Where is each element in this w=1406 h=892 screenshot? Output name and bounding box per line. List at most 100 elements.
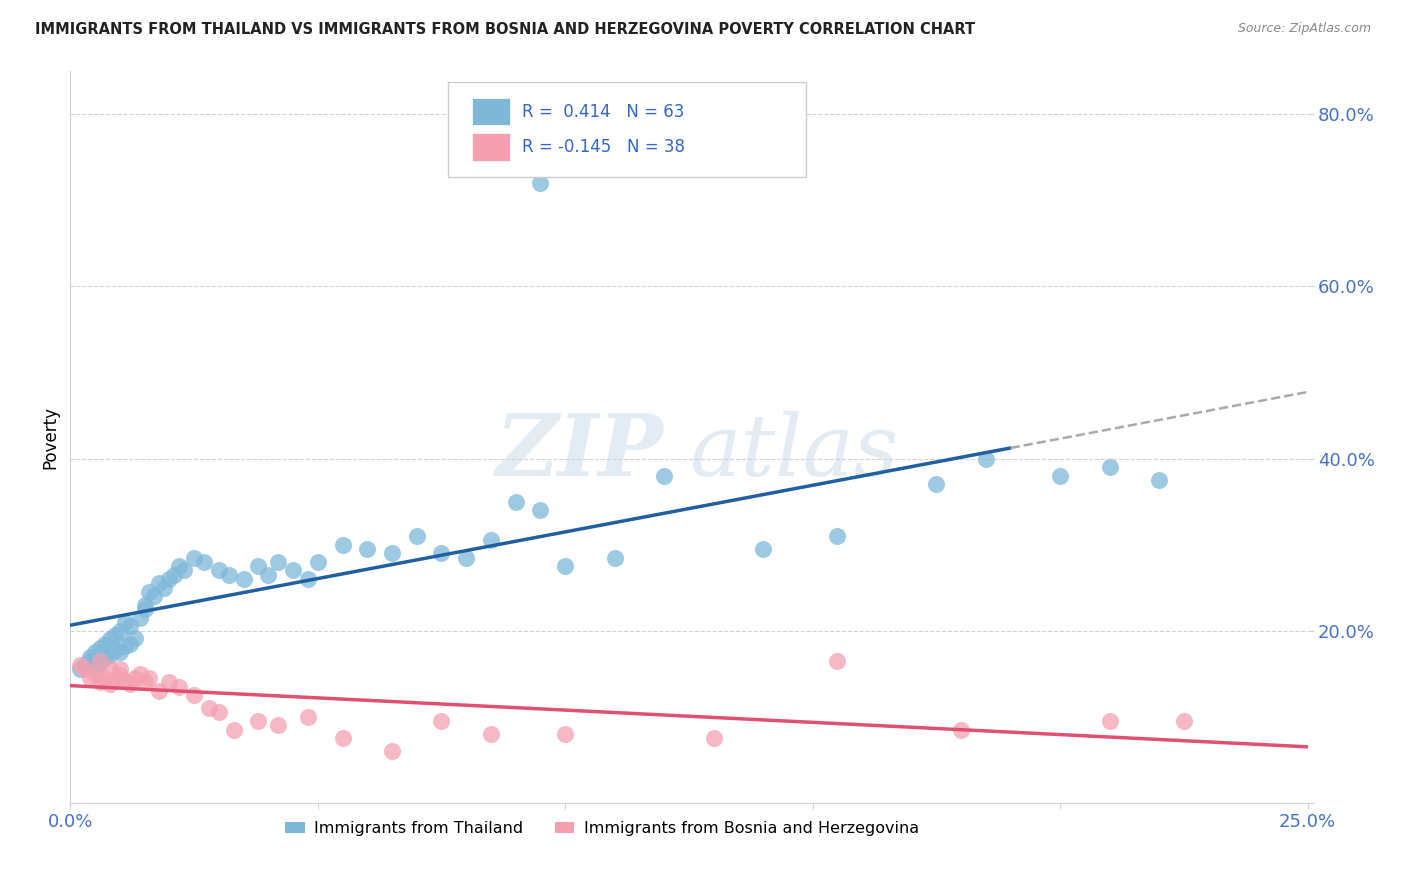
Point (118, 677, 141, 691)
Point (84, 645, 107, 659)
Point (173, 564, 195, 578)
Point (332, 538, 354, 552)
Point (356, 541, 378, 556)
Point (134, 675, 156, 690)
Point (134, 598, 156, 612)
Point (529, 176, 551, 190)
Point (79, 649, 101, 664)
Point (505, 494, 527, 508)
Point (153, 581, 176, 595)
Point (108, 645, 131, 659)
Point (143, 589, 166, 603)
Point (138, 585, 160, 599)
Point (148, 684, 170, 698)
Point (267, 718, 290, 732)
Point (104, 673, 127, 688)
Text: R =  0.414   N = 63: R = 0.414 N = 63 (522, 103, 685, 120)
Point (381, 546, 404, 560)
Point (950, 723, 973, 737)
Point (198, 701, 221, 715)
Text: ZIP: ZIP (496, 410, 664, 493)
Point (479, 727, 502, 741)
Point (94, 637, 117, 651)
Point (193, 555, 215, 569)
Point (94, 671, 117, 685)
Point (79, 671, 101, 685)
Bar (472, 98, 509, 126)
Point (124, 631, 146, 645)
Point (114, 673, 136, 688)
Point (297, 710, 319, 724)
Point (297, 572, 319, 586)
FancyBboxPatch shape (447, 82, 807, 178)
Point (554, 727, 576, 741)
Point (183, 550, 205, 565)
Bar (472, 133, 509, 161)
Point (703, 731, 725, 746)
Point (208, 706, 231, 720)
Point (79, 654, 101, 668)
Point (89, 657, 111, 671)
Point (247, 714, 270, 728)
Point (332, 731, 354, 746)
Legend: Immigrants from Thailand, Immigrants from Bosnia and Herzegovina: Immigrants from Thailand, Immigrants fro… (280, 814, 925, 842)
Point (218, 567, 240, 582)
Point (1147, 473, 1170, 487)
Point (167, 680, 190, 694)
Text: IMMIGRANTS FROM THAILAND VS IMMIGRANTS FROM BOSNIA AND HERZEGOVINA POVERTY CORRE: IMMIGRANTS FROM THAILAND VS IMMIGRANTS F… (35, 22, 976, 37)
Point (163, 567, 186, 582)
Point (94, 651, 117, 665)
Point (69, 658, 91, 673)
Point (75, 658, 97, 673)
Point (98, 648, 121, 662)
Point (84, 666, 107, 681)
Point (89, 654, 111, 668)
Point (257, 567, 280, 582)
Point (98, 632, 121, 647)
Point (281, 564, 304, 578)
Point (108, 662, 131, 676)
Point (157, 572, 180, 586)
Point (89, 675, 111, 690)
Point (752, 541, 775, 556)
Point (222, 723, 245, 737)
Point (118, 619, 141, 633)
Point (104, 642, 127, 657)
Point (89, 640, 111, 655)
Point (247, 559, 270, 574)
Point (128, 611, 150, 625)
Point (98, 677, 121, 691)
Point (128, 666, 150, 681)
Point (430, 714, 453, 728)
Point (381, 744, 404, 758)
Point (974, 451, 997, 466)
Text: R = -0.145   N = 38: R = -0.145 N = 38 (522, 137, 685, 156)
Point (405, 529, 427, 543)
Point (118, 637, 141, 651)
Point (114, 615, 136, 629)
Point (1173, 714, 1195, 728)
Point (652, 468, 675, 483)
Point (554, 559, 576, 574)
Point (108, 668, 131, 682)
Point (167, 559, 190, 574)
Point (267, 555, 290, 569)
Point (134, 602, 156, 616)
Point (148, 576, 170, 591)
Point (69, 662, 91, 676)
Point (430, 546, 453, 560)
Point (114, 639, 136, 653)
Point (157, 675, 180, 690)
Point (529, 503, 551, 517)
Point (183, 688, 205, 702)
Point (456, 550, 478, 565)
Point (98, 662, 121, 676)
Point (307, 555, 329, 569)
Point (208, 564, 231, 578)
Point (1098, 714, 1121, 728)
Point (138, 671, 160, 685)
Point (479, 533, 502, 548)
Point (827, 529, 849, 543)
Point (827, 654, 849, 668)
Point (75, 662, 97, 676)
